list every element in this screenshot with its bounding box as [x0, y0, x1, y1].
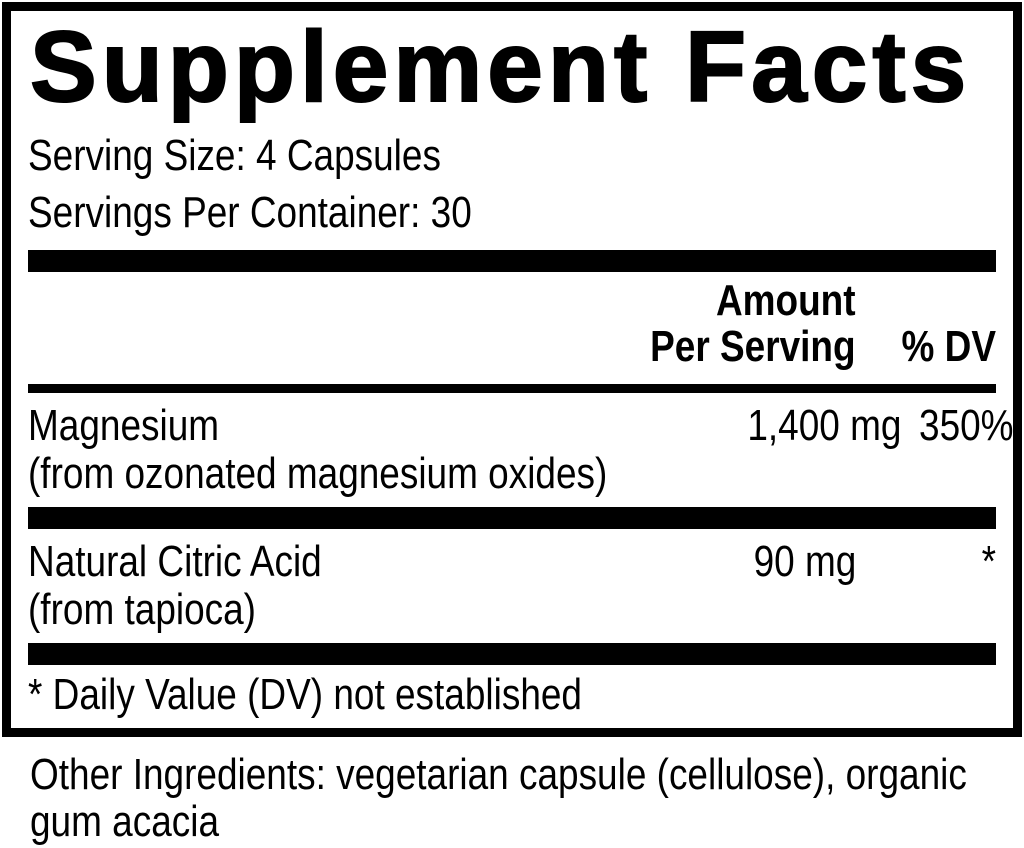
footnote-row: * Daily Value (DV) not established — [28, 665, 996, 717]
footnote: * Daily Value (DV) not established — [28, 670, 582, 719]
supplement-facts-panel: Supplement Facts Serving Size: 4 Capsule… — [2, 2, 1022, 737]
other-ingredients: Other Ingredients: vegetarian capsule (c… — [30, 751, 1024, 845]
ingredient-detail: (from ozonated magnesium oxides) — [28, 449, 608, 498]
divider-thick-bottom — [28, 643, 996, 665]
divider-under-headers — [28, 384, 996, 393]
header-amount-line2: Per Serving — [650, 322, 856, 371]
serving-size: Serving Size: 4 Capsules — [28, 131, 441, 180]
panel-title: Supplement Facts — [29, 11, 972, 123]
ingredient-dv: * — [981, 537, 996, 586]
ingredient-amount-cell: 1,400 mg — [718, 402, 901, 498]
ingredient-row-citric-acid: Natural Citric Acid (from tapioca) 90 mg… — [28, 529, 996, 643]
ingredient-amount: 90 mg — [753, 537, 856, 586]
ingredient-amount: 1,400 mg — [747, 401, 902, 450]
ingredient-name: Natural Citric Acid — [28, 537, 322, 586]
ingredient-dv-cell: * — [856, 538, 996, 634]
ingredient-dv-cell: 350% — [901, 402, 1014, 498]
other-ingredients-line2: gum acacia — [30, 797, 220, 846]
servings-per-container: Servings Per Container: 30 — [28, 188, 472, 237]
column-header-row: Amount Per Serving % DV — [28, 272, 996, 384]
divider-thick-mid — [28, 507, 996, 529]
ingredient-amount-cell: 90 mg — [734, 538, 856, 634]
header-amount-line1: Amount — [716, 276, 856, 325]
serving-info: Serving Size: 4 Capsules Servings Per Co… — [28, 127, 996, 241]
ingredient-name: Magnesium — [28, 401, 220, 450]
header-amount-column: Amount Per Serving — [611, 278, 856, 370]
header-dv-label: % DV — [901, 322, 996, 371]
divider-thick-top — [28, 250, 996, 272]
ingredient-dv: 350% — [919, 401, 1014, 450]
ingredient-detail: (from tapioca) — [28, 585, 256, 634]
header-dv-column: % DV — [856, 324, 996, 370]
ingredient-row-magnesium: Magnesium (from ozonated magnesium oxide… — [28, 393, 1014, 507]
other-ingredients-line1: Other Ingredients: vegetarian capsule (c… — [30, 750, 967, 799]
ingredient-name-cell: Natural Citric Acid (from tapioca) — [28, 538, 734, 634]
ingredient-name-cell: Magnesium (from ozonated magnesium oxide… — [28, 402, 718, 498]
